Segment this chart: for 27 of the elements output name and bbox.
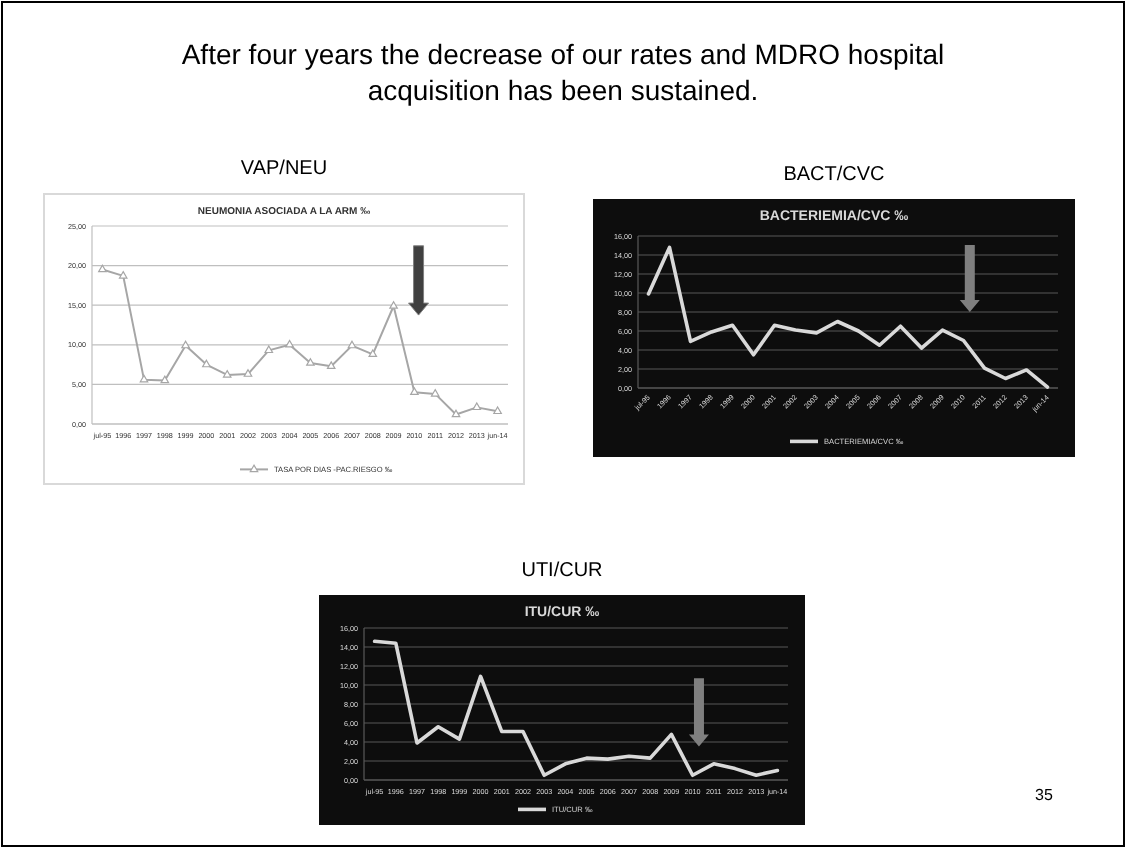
chart-subtitle: BACT/CVC	[783, 164, 885, 186]
point	[368, 349, 378, 358]
point	[326, 361, 336, 369]
point	[493, 406, 502, 415]
point	[160, 375, 170, 384]
point	[389, 301, 398, 309]
chart-subtitle: UTI/CUR	[521, 560, 603, 582]
text: 35	[1035, 786, 1054, 804]
text: After four years the decrease of our rates and MDRO hospital acquisition has been sustained.	[181, 38, 945, 106]
point	[243, 369, 253, 377]
point	[202, 359, 211, 368]
chart-subtitle: VAP/NEU	[240, 158, 328, 180]
point	[347, 340, 357, 349]
point	[98, 264, 107, 273]
line-series	[646, 245, 1050, 389]
point	[118, 271, 128, 279]
point	[181, 340, 190, 349]
line-series	[372, 639, 780, 778]
point	[222, 370, 232, 378]
point	[451, 409, 461, 418]
point	[285, 339, 294, 348]
point	[430, 389, 440, 397]
point	[264, 345, 274, 354]
point	[139, 374, 149, 383]
point	[472, 402, 482, 411]
point	[306, 358, 315, 366]
point	[410, 387, 419, 396]
